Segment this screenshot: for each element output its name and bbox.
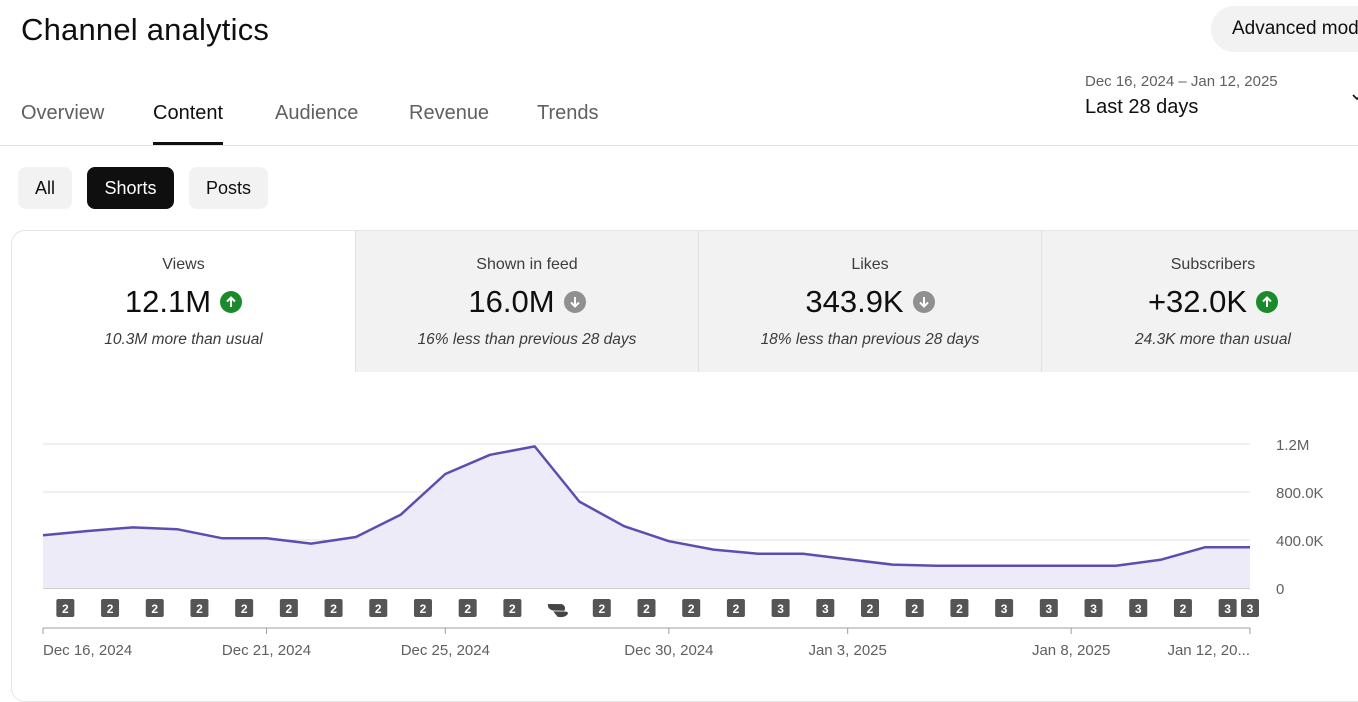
upload-count: 2: [151, 602, 158, 616]
upload-count: 3: [1247, 602, 1254, 616]
upload-count: 2: [241, 602, 248, 616]
upload-count: 2: [867, 602, 874, 616]
upload-count: 2: [464, 602, 471, 616]
views-chart: 0 400.0K 800.0K 1.2M 2 2 2 2 2 2 2 2 2 2 2 2 2 2 2 3 3 2 2 2 3 3 3…: [0, 0, 1358, 686]
upload-count: 2: [688, 602, 695, 616]
y-tick-label: 0: [1276, 581, 1284, 598]
upload-count: 3: [1090, 602, 1097, 616]
x-tick-label: Dec 25, 2024: [401, 642, 490, 659]
y-tick-label: 400.0K: [1276, 533, 1324, 550]
upload-count: 3: [1045, 602, 1052, 616]
upload-count: 2: [1180, 602, 1187, 616]
x-tick-label: Dec 16, 2024: [43, 642, 132, 659]
upload-count: 3: [1001, 602, 1008, 616]
upload-count: 2: [733, 602, 740, 616]
x-tick-label: Jan 3, 2025: [808, 642, 886, 659]
upload-count: 3: [1135, 602, 1142, 616]
upload-count: 2: [196, 602, 203, 616]
shorts-icon[interactable]: [547, 597, 569, 621]
x-tick-label: Jan 8, 2025: [1032, 642, 1110, 659]
upload-count: 2: [643, 602, 650, 616]
upload-count: 2: [598, 602, 605, 616]
upload-count: 2: [375, 602, 382, 616]
upload-count: 2: [107, 602, 114, 616]
x-tick-label: Jan 12, 20...: [1167, 642, 1250, 659]
upload-count: 2: [330, 602, 337, 616]
upload-count: 2: [62, 602, 69, 616]
y-tick-label: 800.0K: [1276, 485, 1324, 502]
upload-count: 3: [822, 602, 829, 616]
upload-count: 2: [956, 602, 963, 616]
upload-count: 3: [1224, 602, 1231, 616]
upload-count: 2: [420, 602, 427, 616]
upload-count: 3: [777, 602, 784, 616]
x-tick-label: Dec 21, 2024: [222, 642, 311, 659]
y-tick-label: 1.2M: [1276, 437, 1309, 454]
upload-count: 2: [286, 602, 293, 616]
x-tick-label: Dec 30, 2024: [624, 642, 713, 659]
upload-count: 2: [509, 602, 516, 616]
upload-count: 2: [911, 602, 918, 616]
